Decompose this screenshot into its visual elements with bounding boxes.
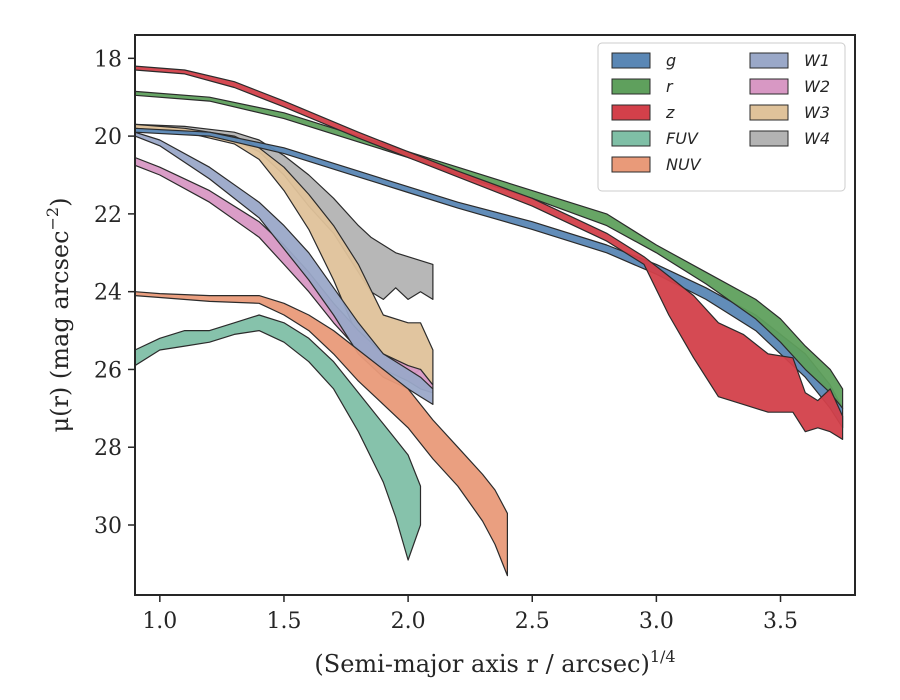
plot-frame xyxy=(134,34,856,596)
x-axis-ticks: 1.0 1.5 2.0 2.5 3.0 3.5 xyxy=(142,595,798,634)
x-tick-label: 3.0 xyxy=(639,609,674,634)
legend-label: z xyxy=(665,103,675,122)
legend-label: W1 xyxy=(804,51,830,70)
legend-swatch xyxy=(749,104,789,121)
legend-item-w4: W4 xyxy=(749,129,830,148)
legend-item-w3: W3 xyxy=(749,103,830,122)
y-tick-label: 30 xyxy=(94,514,122,539)
legend-item-z: z xyxy=(611,103,675,122)
y-tick-label: 18 xyxy=(94,47,122,72)
x-axis-label: (Semi-major axis r / arcsec)1/4 xyxy=(314,647,675,678)
legend-swatch xyxy=(611,78,651,95)
x-tick-label: 1.5 xyxy=(266,609,301,634)
legend-label: NUV xyxy=(666,155,702,174)
legend-swatch xyxy=(611,130,651,147)
legend-swatch xyxy=(749,78,789,95)
legend-item-r: r xyxy=(611,77,674,96)
legend-swatch xyxy=(749,130,789,147)
legend-swatch xyxy=(611,156,651,173)
legend: grz FUV NUV W1 W2 W3 W4 xyxy=(597,42,846,192)
legend-label: W4 xyxy=(804,129,830,148)
legend-item-w2: W2 xyxy=(749,77,830,96)
series-area-z xyxy=(135,65,844,440)
x-tick-label: 2.0 xyxy=(391,609,426,634)
series-area-nuv xyxy=(135,291,508,577)
legend-item-g: g xyxy=(611,51,676,70)
legend-label: r xyxy=(666,77,674,96)
legend-swatch xyxy=(611,52,651,69)
y-tick-label: 24 xyxy=(94,281,122,306)
legend-label: g xyxy=(666,51,676,70)
series-area-fuv xyxy=(135,314,422,561)
series-area-w1 xyxy=(135,131,434,405)
y-axis-label: μ(r) (mag arcsec−2) xyxy=(43,198,74,433)
y-tick-label: 28 xyxy=(94,436,122,461)
legend-label: FUV xyxy=(666,129,699,148)
x-tick-label: 3.5 xyxy=(763,609,798,634)
y-tick-label: 20 xyxy=(94,125,122,150)
legend-label: W3 xyxy=(804,103,830,122)
series-areas xyxy=(135,65,844,577)
legend-item-w1: W1 xyxy=(749,51,830,70)
x-tick-label: 1.0 xyxy=(142,609,177,634)
y-tick-label: 22 xyxy=(94,203,122,228)
legend-item-nuv: NUV xyxy=(611,155,702,174)
legend-label: W2 xyxy=(804,77,830,96)
legend-swatch xyxy=(611,104,651,121)
legend-item-fuv: FUV xyxy=(611,129,699,148)
x-tick-label: 2.5 xyxy=(515,609,550,634)
y-tick-label: 26 xyxy=(94,358,122,383)
legend-swatch xyxy=(749,52,789,69)
y-axis-ticks: 18 20 22 24 26 28 30 xyxy=(94,47,135,539)
